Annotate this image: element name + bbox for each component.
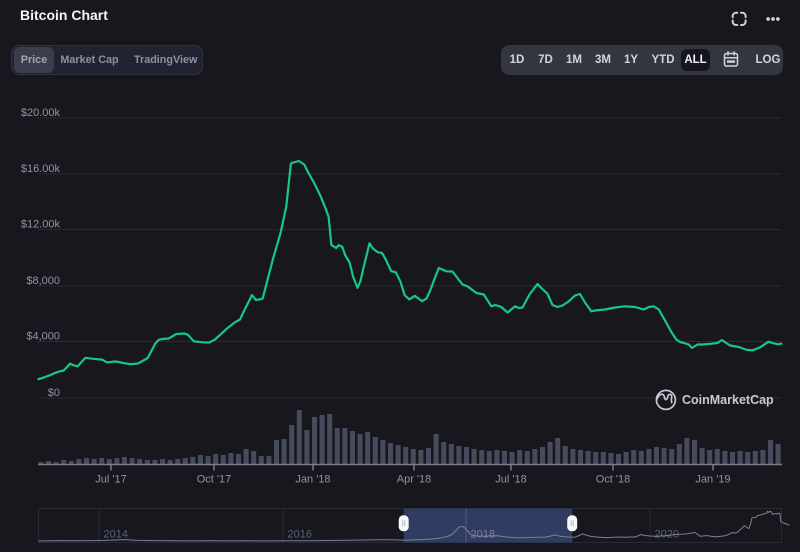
svg-text:Jul '18: Jul '18	[495, 474, 526, 486]
svg-text:$0: $0	[48, 387, 60, 399]
svg-text:$20.00k: $20.00k	[21, 107, 61, 119]
svg-text:$16.00k: $16.00k	[21, 163, 61, 175]
svg-text:$8,000: $8,000	[26, 275, 60, 287]
svg-text:2014: 2014	[104, 529, 128, 541]
svg-text:$4,000: $4,000	[26, 330, 60, 342]
svg-text:Oct '17: Oct '17	[197, 474, 232, 486]
svg-text:2016: 2016	[288, 529, 312, 541]
svg-text:Jul '17: Jul '17	[95, 474, 126, 486]
svg-text:Jan '18: Jan '18	[295, 474, 330, 486]
svg-text:CoinMarketCap: CoinMarketCap	[682, 393, 774, 407]
svg-text:2018: 2018	[471, 529, 495, 541]
svg-text:Jan '19: Jan '19	[695, 474, 730, 486]
svg-text:Apr '18: Apr '18	[397, 474, 432, 486]
svg-text:$12.00k: $12.00k	[21, 218, 61, 230]
svg-text:2020: 2020	[655, 529, 679, 541]
svg-text:Oct '18: Oct '18	[596, 474, 631, 486]
